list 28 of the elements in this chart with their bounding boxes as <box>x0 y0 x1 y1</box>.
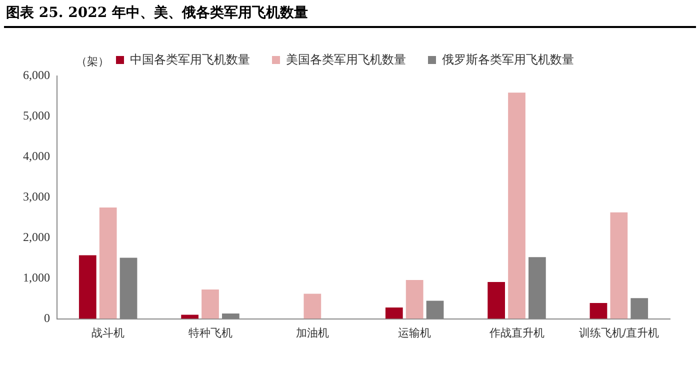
y-tick-label: 4,000 <box>23 149 50 164</box>
chart-title: 图表 25. 2022 年中、美、俄各类军用飞机数量 <box>6 4 308 22</box>
bar <box>78 255 96 319</box>
legend-label: 俄罗斯各类军用飞机数量 <box>442 52 574 66</box>
bar <box>304 294 322 319</box>
bar <box>385 307 403 319</box>
bar <box>488 282 505 319</box>
x-tick-label: 运输机 <box>398 326 432 340</box>
bar <box>406 280 424 319</box>
bar <box>99 208 117 319</box>
bar <box>202 289 219 319</box>
y-axis-title: （架） <box>76 54 109 69</box>
x-tick-label: 特种飞机 <box>188 326 232 340</box>
bar <box>590 303 608 319</box>
x-tick-label: 加油机 <box>296 326 329 340</box>
y-tick-label: 5,000 <box>23 108 50 123</box>
bar <box>610 212 628 319</box>
y-tick-label: 1,000 <box>23 270 50 284</box>
y-tick-label: 0 <box>44 310 50 325</box>
y-tick-label: 2,000 <box>23 230 50 244</box>
y-tick-label: 3,000 <box>23 190 50 204</box>
legend-label: 中国各类军用飞机数量 <box>130 52 250 66</box>
y-tick-label: 6,000 <box>23 68 50 82</box>
x-tick-label: 战斗机 <box>92 326 125 340</box>
bar <box>508 92 526 319</box>
legend-label: 美国各类军用飞机数量 <box>286 52 406 66</box>
x-tick-label: 作战直升机 <box>488 326 544 340</box>
x-tick-label: 训练飞机/直升机 <box>578 326 659 340</box>
